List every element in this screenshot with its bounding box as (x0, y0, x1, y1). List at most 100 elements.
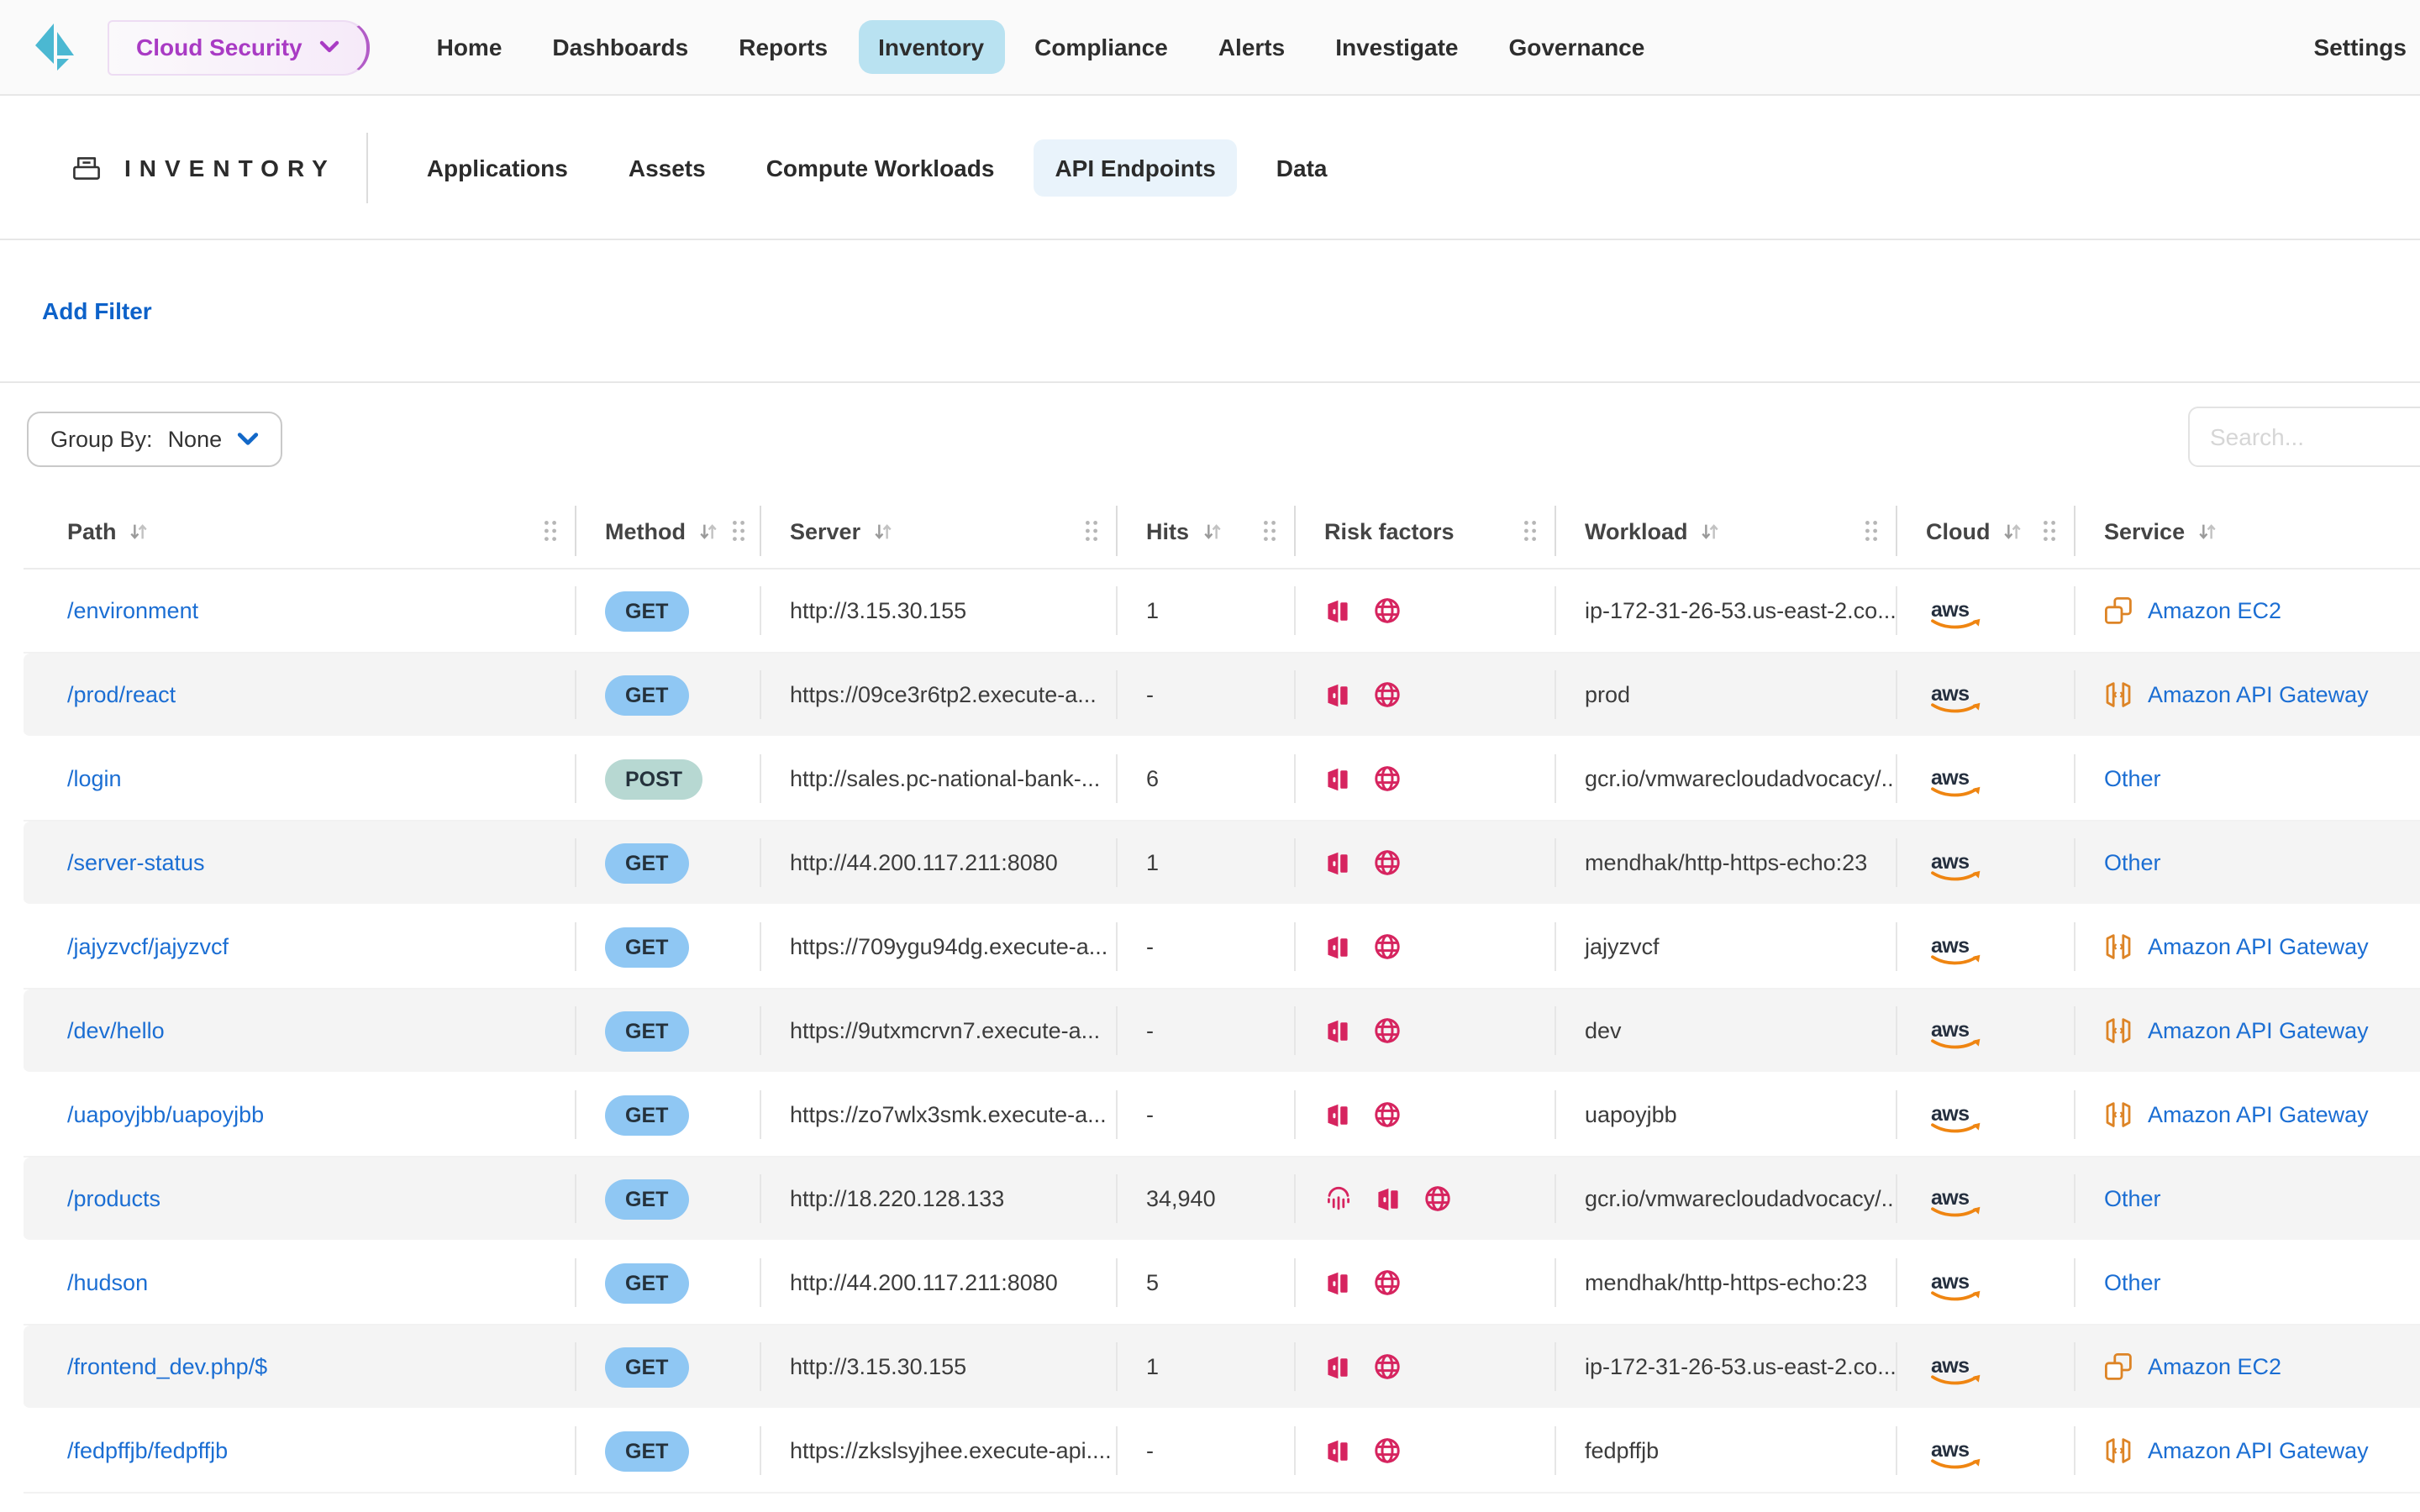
sort-icon[interactable] (697, 520, 719, 542)
workload-name: gcr.io/vmwarecloudadvocacy/... (1585, 1186, 1896, 1211)
workload-name: fedpffjb (1585, 1438, 1660, 1463)
svg-text:aws: aws (1931, 849, 1969, 873)
service-link[interactable]: Amazon API Gateway (2148, 682, 2369, 707)
cloud-cell: aws (1896, 822, 2074, 904)
nav-item-home[interactable]: Home (436, 34, 502, 60)
sort-icon[interactable] (2196, 520, 2218, 542)
sort-icon[interactable] (2002, 520, 2024, 542)
column-label: Cloud (1926, 518, 1991, 543)
path-link[interactable]: /frontend_dev.php/$ (67, 1354, 268, 1379)
product-switcher[interactable]: Cloud Security (108, 19, 370, 75)
path-cell: /login (24, 738, 575, 820)
column-header-method[interactable]: Method (575, 494, 760, 568)
column-label: Path (67, 518, 117, 543)
hits-value: - (1146, 934, 1154, 959)
method-cell: POST (575, 738, 760, 820)
svg-text:aws: aws (1931, 681, 1969, 705)
server-cell: http://sales.pc-national-bank-... (760, 738, 1116, 820)
column-label: Method (605, 518, 686, 543)
service-link[interactable]: Other (2104, 766, 2161, 791)
svg-text:aws: aws (1931, 597, 1969, 621)
sort-icon[interactable] (1700, 520, 1722, 542)
service-link[interactable]: Amazon API Gateway (2148, 1018, 2369, 1043)
column-header-service[interactable]: Service (2074, 494, 2420, 568)
nav-item-investigate[interactable]: Investigate (1335, 34, 1459, 60)
hits-cell: - (1116, 1410, 1294, 1492)
search-input[interactable] (2188, 407, 2420, 467)
nav-item-inventory[interactable]: Inventory (858, 20, 1005, 74)
group-by-dropdown[interactable]: Group By: None (27, 411, 283, 466)
nav-item-alerts[interactable]: Alerts (1218, 34, 1286, 60)
method-badge: GET (605, 843, 689, 883)
risk-factors-cell (1294, 822, 1555, 904)
path-link[interactable]: /environment (67, 598, 199, 623)
nav-item-compliance[interactable]: Compliance (1034, 34, 1168, 60)
tab-data[interactable]: Data (1276, 154, 1328, 181)
service-link[interactable]: Amazon API Gateway (2148, 934, 2369, 959)
column-grip-icon[interactable] (2042, 519, 2057, 543)
path-cell: /server-status (24, 822, 575, 904)
method-badge: POST (605, 759, 703, 799)
path-link[interactable]: /prod/react (67, 682, 176, 707)
hits-cell: 1 (1116, 822, 1294, 904)
settings-link[interactable]: Settings (2313, 34, 2407, 60)
column-grip-icon[interactable] (1262, 519, 1277, 543)
api-gateway-icon (2104, 1100, 2133, 1129)
column-header-workload[interactable]: Workload (1555, 494, 1896, 568)
service-link[interactable]: Amazon API Gateway (2148, 1438, 2369, 1463)
risk-factors-cell (1294, 1074, 1555, 1156)
tab-applications[interactable]: Applications (426, 154, 568, 181)
path-cell: /environment (24, 570, 575, 652)
add-filter-button[interactable]: Add Filter (42, 297, 152, 324)
service-link[interactable]: Amazon API Gateway (2148, 1102, 2369, 1127)
path-link[interactable]: /jajyzvcf/jajyzvcf (67, 934, 229, 959)
path-link[interactable]: /server-status (67, 850, 205, 875)
service-link[interactable]: Other (2104, 850, 2161, 875)
service-cell: Other (2074, 1242, 2420, 1324)
aws-logo-icon: aws (1926, 1184, 1985, 1219)
hits-cell: 1 (1116, 570, 1294, 652)
sort-icon[interactable] (1201, 520, 1223, 542)
method-badge: GET (605, 1347, 689, 1387)
method-cell: GET (575, 1326, 760, 1408)
open-door-icon (1324, 1437, 1351, 1464)
column-header-risk[interactable]: Risk factors (1294, 494, 1555, 568)
service-link[interactable]: Amazon EC2 (2148, 1354, 2282, 1379)
nav-item-dashboards[interactable]: Dashboards (552, 34, 689, 60)
hits-value: 6 (1146, 766, 1160, 791)
nav-item-governance[interactable]: Governance (1508, 34, 1645, 60)
column-header-hits[interactable]: Hits (1116, 494, 1294, 568)
path-link[interactable]: /dev/hello (67, 1018, 165, 1043)
service-link[interactable]: Other (2104, 1270, 2161, 1295)
open-door-icon (1324, 1101, 1351, 1128)
path-link[interactable]: /hudson (67, 1270, 149, 1295)
path-link[interactable]: /products (67, 1186, 161, 1211)
column-header-path[interactable]: Path (24, 494, 575, 568)
column-grip-icon[interactable] (1864, 519, 1879, 543)
risk-factors-cell (1294, 1326, 1555, 1408)
column-header-cloud[interactable]: Cloud (1896, 494, 2074, 568)
service-link[interactable]: Other (2104, 1186, 2161, 1211)
service-cell: Other (2074, 822, 2420, 904)
nav-item-reports[interactable]: Reports (739, 34, 829, 60)
aws-logo-icon: aws (1926, 1436, 1985, 1471)
hits-cell: - (1116, 1074, 1294, 1156)
service-link[interactable]: Amazon EC2 (2148, 598, 2282, 623)
column-grip-icon[interactable] (1084, 519, 1099, 543)
tab-api-endpoints[interactable]: API Endpoints (1033, 139, 1238, 196)
svg-text:aws: aws (1931, 933, 1969, 957)
path-link[interactable]: /login (67, 766, 122, 791)
sort-icon[interactable] (129, 520, 150, 542)
tab-assets[interactable]: Assets (628, 154, 706, 181)
column-grip-icon[interactable] (543, 519, 558, 543)
server-cell: https://709ygu94dg.execute-a... (760, 906, 1116, 988)
path-link[interactable]: /uapoyjbb/uapoyjbb (67, 1102, 265, 1127)
column-grip-icon[interactable] (1523, 519, 1538, 543)
api-gateway-icon (2104, 680, 2133, 709)
path-link[interactable]: /fedpffjb/fedpffjb (67, 1438, 229, 1463)
tab-compute-workloads[interactable]: Compute Workloads (765, 154, 995, 181)
sort-icon[interactable] (872, 520, 894, 542)
column-grip-icon[interactable] (731, 519, 746, 543)
cloud-cell: aws (1896, 570, 2074, 652)
column-header-server[interactable]: Server (760, 494, 1116, 568)
